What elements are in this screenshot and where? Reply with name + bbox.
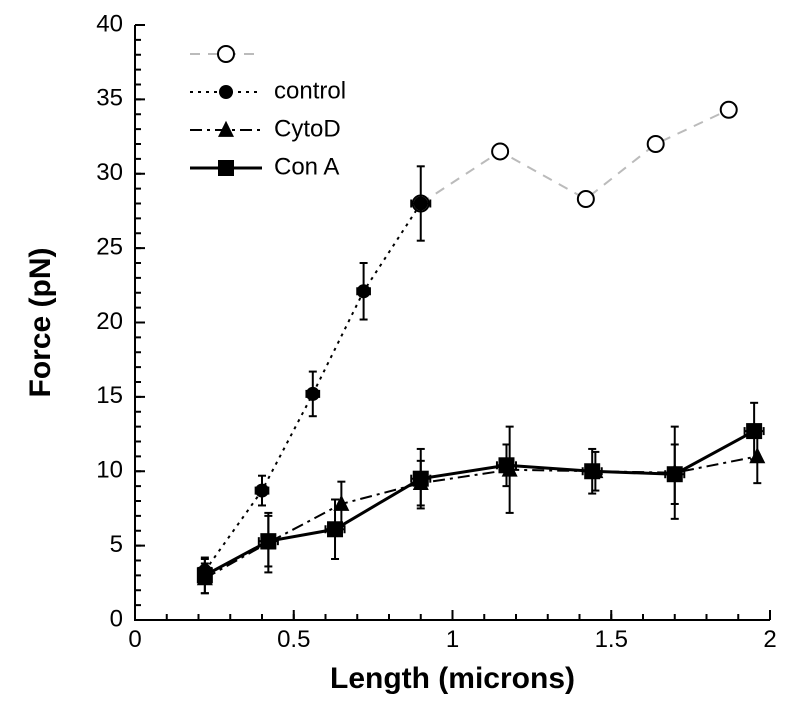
circle-marker	[357, 284, 371, 298]
y-tick-label: 15	[96, 382, 123, 409]
circle-marker	[219, 85, 233, 99]
circle-marker	[255, 484, 269, 498]
square-marker	[498, 457, 514, 473]
circle-marker	[414, 197, 428, 211]
y-tick-label: 35	[96, 85, 123, 112]
y-tick-label: 5	[110, 531, 123, 558]
y-tick-label: 20	[96, 308, 123, 335]
x-tick-label: 0	[128, 626, 141, 653]
legend-label-control: control	[274, 77, 346, 104]
square-marker	[584, 463, 600, 479]
square-marker	[667, 466, 683, 482]
open-circle-marker	[578, 191, 594, 207]
square-marker	[218, 160, 234, 176]
legend-label-cytod: CytoD	[274, 115, 341, 142]
y-tick-label: 25	[96, 233, 123, 260]
y-tick-label: 30	[96, 159, 123, 186]
x-axis-title: Length (microns)	[330, 662, 575, 695]
open-circle-marker	[648, 136, 664, 152]
open-circle-marker	[721, 102, 737, 118]
y-tick-label: 40	[96, 10, 123, 37]
open-circle-marker	[218, 46, 234, 62]
square-marker	[413, 471, 429, 487]
y-axis-title: Force (pN)	[24, 248, 57, 398]
y-tick-label: 0	[110, 605, 123, 632]
x-tick-label: 1.5	[595, 626, 628, 653]
y-tick-label: 10	[96, 457, 123, 484]
x-tick-label: 0.5	[277, 626, 310, 653]
square-marker	[197, 567, 213, 583]
x-tick-label: 2	[763, 626, 776, 653]
square-marker	[260, 533, 276, 549]
chart-svg: 00.511.520510152025303540Length (microns…	[0, 0, 800, 719]
circle-marker	[306, 387, 320, 401]
legend-label-cona: Con A	[274, 153, 339, 180]
force-length-chart: 00.511.520510152025303540Length (microns…	[0, 0, 800, 719]
open-circle-marker	[492, 143, 508, 159]
x-tick-label: 1	[446, 626, 459, 653]
square-marker	[327, 521, 343, 537]
square-marker	[746, 423, 762, 439]
